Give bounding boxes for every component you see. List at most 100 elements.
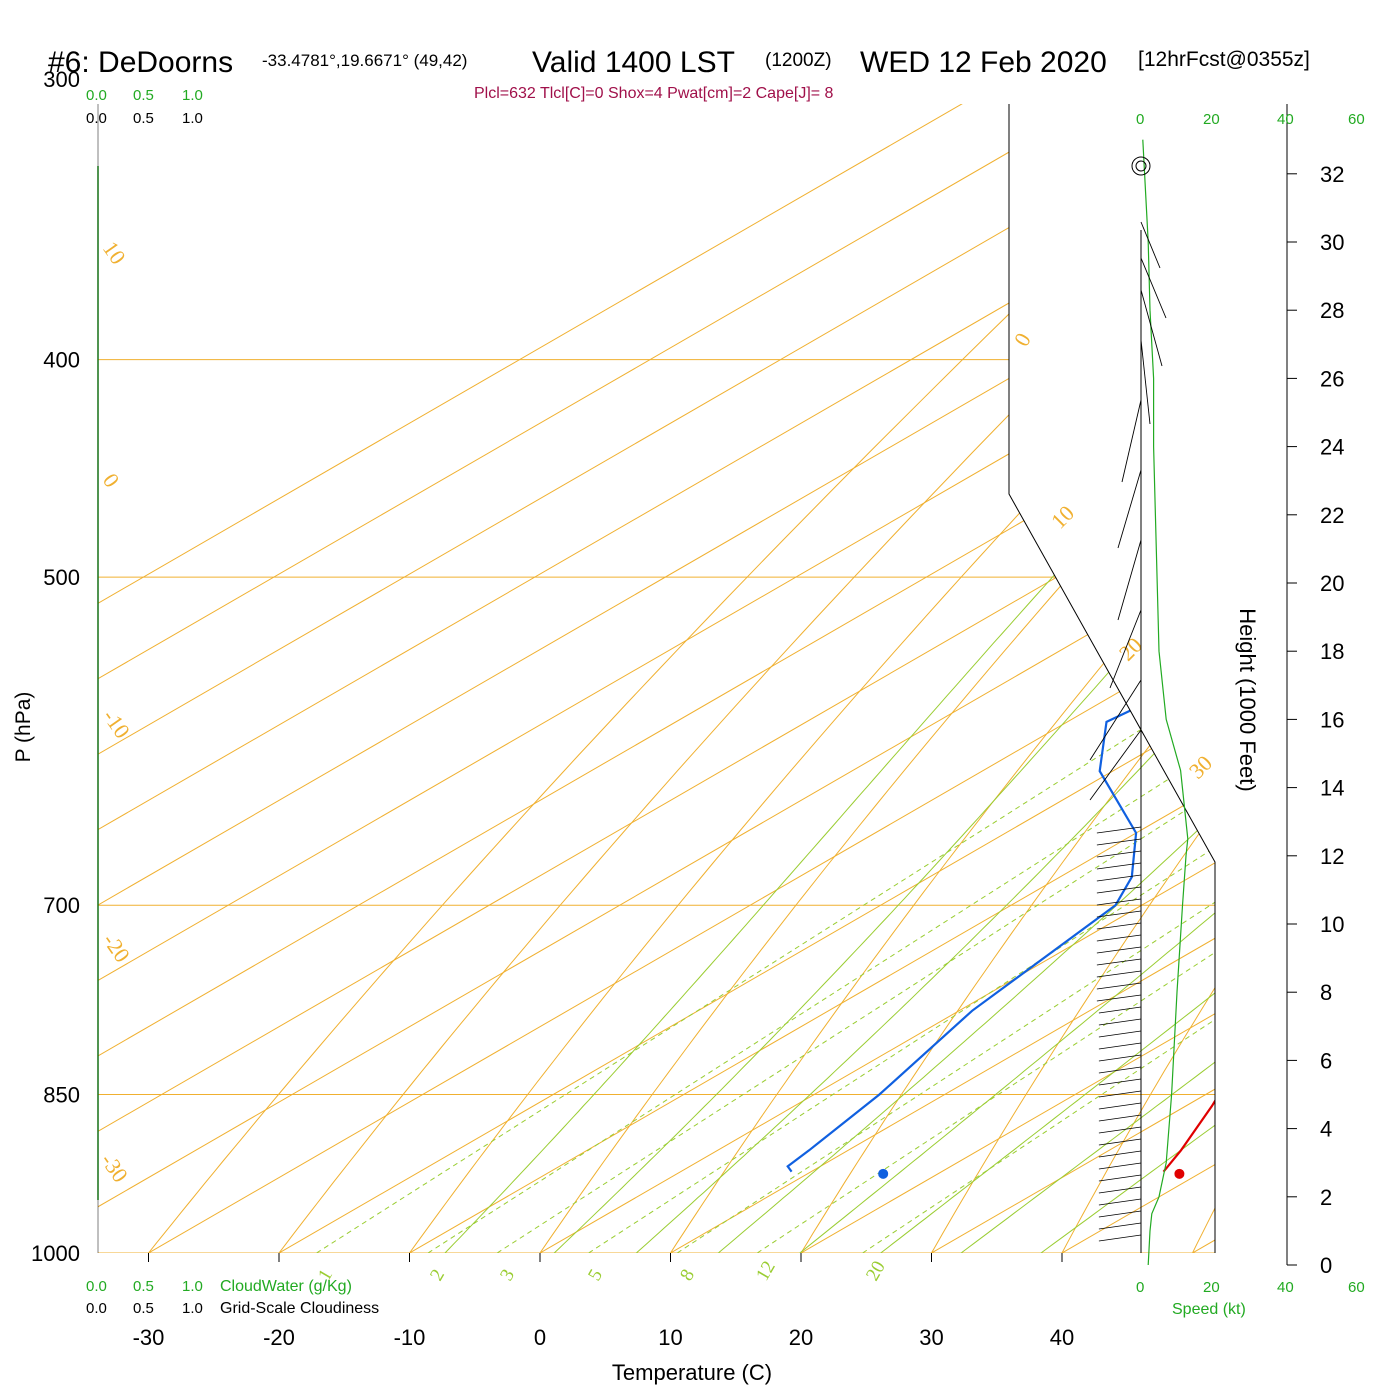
- wind-barb: [1098, 1222, 1142, 1230]
- mixing-ratio-label: 5: [584, 1266, 607, 1285]
- x-tick-label: 30: [919, 1325, 943, 1350]
- mixing-ratio-1: [316, 359, 1215, 1253]
- mixing-ratio-12: [756, 359, 1215, 1253]
- wind-barb: [1098, 1210, 1142, 1218]
- isotherm-30: [832, 104, 1215, 1253]
- station-coords: -33.4781°,19.6671° (49,42): [262, 51, 467, 70]
- upper-wind-barb: [1117, 539, 1142, 621]
- speed-scale-bottom-20: 20: [1203, 1279, 1220, 1296]
- isotherm--60: [98, 104, 1215, 1253]
- height-axis-title: Height (1000 Feet): [1235, 608, 1260, 791]
- upper-wind-barb: [1117, 469, 1142, 549]
- plot-frame: [97, 104, 1216, 1253]
- height-tick-label: 2: [1320, 1185, 1332, 1210]
- wind-barb: [1098, 1066, 1142, 1074]
- wind-barb: [1096, 898, 1142, 906]
- wind-barb: [1098, 1234, 1142, 1242]
- top-cloudiness-scale-2: 1.0: [182, 110, 203, 127]
- valid-time: Valid 1400 LST: [532, 46, 735, 79]
- mixing-ratio-8: [676, 359, 1215, 1253]
- upper-wind-barb: [1089, 679, 1142, 761]
- height-tick-label: 22: [1320, 503, 1344, 528]
- wind-panel: [1089, 139, 1189, 1266]
- speed-scale-top-40: 40: [1277, 111, 1294, 128]
- wind-barb: [1096, 934, 1142, 942]
- y-axis-title: P (hPa): [12, 692, 35, 763]
- height-tick-label: 26: [1320, 366, 1344, 391]
- wind-barb: [1098, 1150, 1142, 1158]
- stability-indices: Plcl=632 Tlcl[C]=0 Shox=4 Pwat[cm]=2 Cap…: [474, 85, 834, 102]
- isotherm--40: [98, 104, 1215, 1253]
- wind-barb: [1096, 922, 1142, 930]
- isotherm-label: 30: [1184, 750, 1217, 783]
- p-tick-label: 700: [43, 893, 80, 918]
- dewpoint-profile: [786, 104, 1215, 1173]
- mixing-ratio-label: 2: [426, 1266, 449, 1285]
- surface-temperature-dot: [1174, 1168, 1185, 1179]
- sounding-profiles: [786, 104, 1215, 1179]
- height-tick-label: 12: [1320, 844, 1344, 869]
- wind-barb: [1096, 838, 1142, 846]
- x-axis-title: Temperature (C): [612, 1360, 772, 1385]
- moist-adiabat--4: [389, 104, 1215, 1253]
- wind-barb: [1098, 1138, 1142, 1146]
- speed-scale-bottom-40: 40: [1277, 1279, 1294, 1296]
- height-tick-label: 28: [1320, 298, 1344, 323]
- isotherm--80: [98, 104, 1215, 1253]
- dry-adiabat--10: [368, 104, 1215, 1253]
- dry-adiabat-40: [1031, 104, 1215, 1253]
- wind-barb: [1098, 1054, 1142, 1062]
- wind-barb: [1096, 994, 1142, 1002]
- height-tick-label: 20: [1320, 571, 1344, 596]
- top-cloudwater-scale-2: 1.0: [182, 87, 203, 104]
- wind-barb: [1098, 1126, 1142, 1134]
- dry-adiabat-10: [633, 104, 1215, 1253]
- upper-wind-barb: [1121, 399, 1142, 483]
- bottom-cloudiness-scale-0: 0.0: [86, 1300, 107, 1317]
- cloudwater-label: CloudWater (g/Kg): [220, 1278, 352, 1295]
- wind-barb: [1098, 1198, 1142, 1206]
- upper-wind-barb: [1140, 257, 1167, 319]
- isotherm--110: [98, 104, 1215, 1253]
- isotherm--70: [98, 104, 1215, 1253]
- wind-barb: [1098, 1186, 1142, 1194]
- dry-adiabat-50: [1164, 104, 1215, 1253]
- mixing-ratio-label: 8: [676, 1266, 699, 1285]
- isotherm-label: -20: [98, 929, 135, 967]
- speed-scale-top-0: 0: [1136, 111, 1144, 128]
- height-tick-label: 4: [1320, 1117, 1332, 1142]
- p-tick-label: 500: [43, 565, 80, 590]
- isotherm-label: 10: [98, 237, 131, 269]
- temperature-profile: [1162, 104, 1215, 1173]
- upper-wind-barb: [1140, 289, 1163, 367]
- wind-barb: [1096, 946, 1142, 954]
- isotherm-label: -10: [98, 705, 135, 743]
- moist-adiabat-10: [571, 104, 1215, 1253]
- p-tick-label: 850: [43, 1083, 80, 1108]
- wind-barb: [1096, 862, 1142, 870]
- height-tick-label: 10: [1320, 912, 1344, 937]
- height-tick-label: 18: [1320, 639, 1344, 664]
- isotherm-label: 0: [98, 469, 125, 492]
- speed-scale-top-60: 60: [1348, 111, 1365, 128]
- speed-label: Speed (kt): [1172, 1301, 1246, 1318]
- isotherm-20: [702, 104, 1215, 1253]
- isotherm--20: [180, 104, 1215, 1253]
- upper-wind-barb: [1089, 729, 1142, 801]
- mixing-ratio-label: 12: [752, 1258, 780, 1285]
- mixing-ratio-label: 20: [862, 1258, 890, 1285]
- p-tick-label: 1000: [31, 1241, 80, 1266]
- dry-adiabat-0: [501, 104, 1215, 1253]
- x-tick-label: 40: [1050, 1325, 1074, 1350]
- moist-adiabat-28: [806, 104, 1215, 1253]
- x-tick-label: 0: [534, 1325, 546, 1350]
- wind-barb: [1096, 826, 1142, 834]
- calm-wind-circle: [1131, 156, 1151, 176]
- mixing-ratio-label: 3: [496, 1266, 519, 1285]
- valid-date: WED 12 Feb 2020: [860, 46, 1107, 79]
- isotherm--30: [98, 104, 1215, 1253]
- wind-barb: [1096, 958, 1142, 966]
- isotherm--90: [98, 104, 1215, 1253]
- cloudiness-label: Grid-Scale Cloudiness: [220, 1300, 379, 1317]
- x-tick-label: -20: [263, 1325, 295, 1350]
